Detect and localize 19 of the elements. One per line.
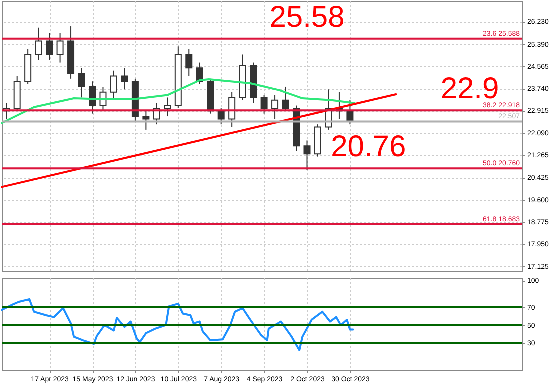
candlestick: [272, 94, 279, 120]
candlestick: [46, 32, 54, 61]
candlestick: [186, 48, 193, 77]
candlestick: [56, 32, 64, 64]
candlestick: [228, 92, 236, 128]
candlestick: [218, 108, 225, 126]
candlestick: [304, 140, 311, 171]
candlestick: [35, 27, 42, 61]
candlestick: [282, 86, 290, 112]
candlestick: [78, 68, 86, 98]
candlestick: [89, 81, 96, 114]
candlestick: [110, 70, 118, 101]
annotation: 25.58: [270, 0, 345, 34]
candlestick: [260, 94, 268, 114]
candlestick: [164, 97, 172, 118]
line-series: [1, 298, 354, 352]
candlestick: [121, 68, 128, 90]
annotation: 20.76: [331, 130, 406, 164]
candlestick: [142, 110, 150, 130]
